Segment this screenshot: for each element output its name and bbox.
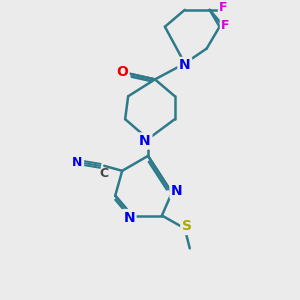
- Text: N: N: [72, 156, 82, 170]
- Text: N: N: [139, 134, 151, 148]
- Text: S: S: [182, 220, 192, 233]
- Text: N: N: [179, 58, 190, 73]
- Text: F: F: [221, 19, 230, 32]
- Text: F: F: [219, 1, 228, 14]
- Text: O: O: [116, 65, 128, 80]
- Text: N: N: [123, 211, 135, 224]
- Text: N: N: [171, 184, 183, 198]
- Text: C: C: [100, 167, 109, 180]
